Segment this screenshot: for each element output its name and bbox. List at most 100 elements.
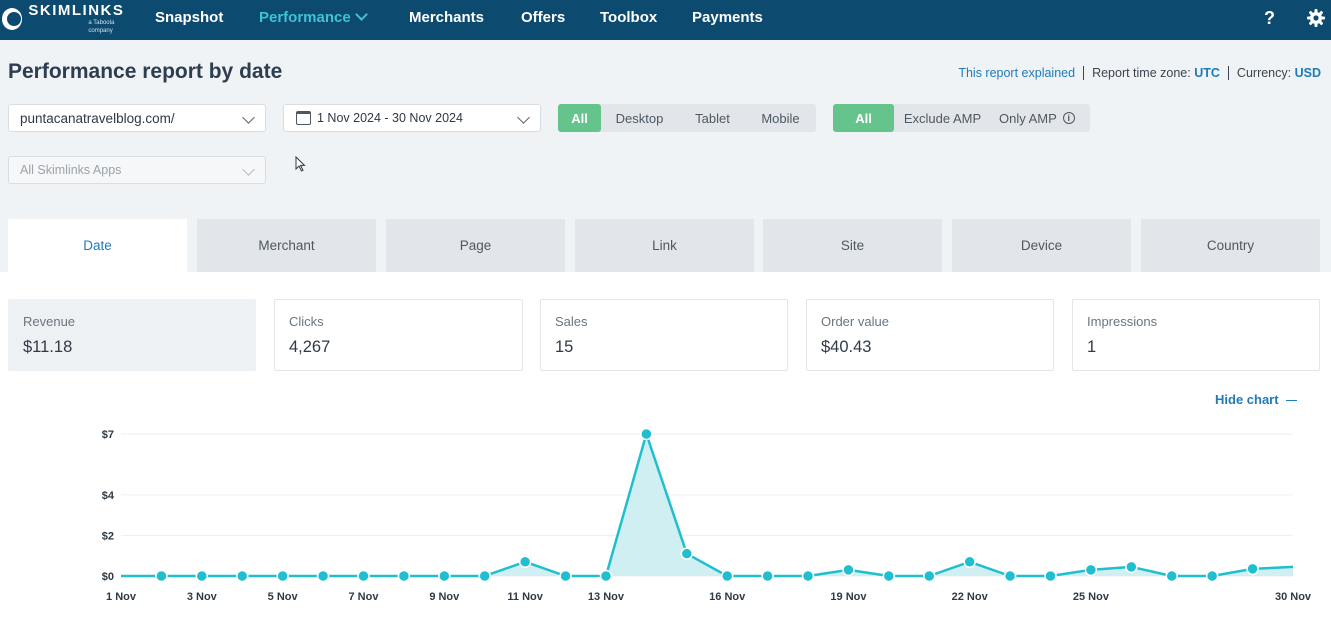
nav-merchants[interactable]: Merchants — [409, 9, 485, 26]
divider — [1227, 66, 1229, 80]
nav-performance[interactable]: Performance — [259, 8, 368, 27]
mouse-cursor-icon — [295, 156, 306, 172]
y-tick-label: $0 — [102, 571, 114, 583]
exclude-amp-button[interactable]: Exclude AMP — [903, 110, 982, 126]
data-point — [1205, 569, 1219, 583]
device-mobile-button[interactable]: Mobile — [761, 110, 800, 126]
hide-chart-button[interactable]: Hide chart — [1215, 392, 1297, 407]
y-tick-label: $7 — [102, 429, 114, 441]
tab-link[interactable]: Link — [575, 219, 754, 272]
hide-chart-label: Hide chart — [1215, 392, 1279, 407]
data-point — [963, 555, 976, 569]
logo-subtitle: a Taboola company — [88, 20, 115, 34]
data-point — [1165, 569, 1179, 583]
metric-label: Sales — [555, 314, 588, 329]
help-icon[interactable]: ? — [1264, 8, 1275, 28]
skimlinks-logo-icon — [2, 8, 23, 30]
apps-select-value: All Skimlinks Apps — [20, 163, 122, 177]
x-tick-label: 19 Nov — [830, 591, 867, 603]
data-point — [276, 569, 289, 583]
data-point — [357, 569, 370, 583]
data-point — [842, 563, 855, 577]
data-point — [155, 569, 168, 583]
data-point — [518, 555, 532, 569]
data-point — [680, 547, 694, 560]
data-point — [438, 569, 451, 583]
y-tick-label: $2 — [102, 530, 114, 542]
timezone-label: Report time zone: — [1092, 66, 1191, 80]
device-tablet-button[interactable]: Tablet — [695, 110, 730, 126]
metric-value: $40.43 — [821, 338, 872, 356]
nav-payments[interactable]: Payments — [692, 9, 763, 26]
metric-card-sales[interactable]: Sales 15 — [540, 299, 788, 371]
x-tick-label: 30 Nov — [1275, 591, 1312, 603]
device-filter: All Desktop Tablet Mobile — [558, 104, 816, 132]
report-meta: This report explained Report time zone: … — [958, 66, 1321, 80]
data-point — [882, 569, 896, 583]
x-tick-label: 16 Nov — [709, 591, 746, 603]
x-tick-label: 7 Nov — [348, 591, 379, 603]
calendar-icon — [296, 111, 311, 125]
tab-page[interactable]: Page — [386, 219, 565, 272]
revenue-chart: $0 $2 $4 $7 1 Nov 3 Nov 5 Nov 7 Nov 9 Nov 11 Nov 1… — [102, 427, 1312, 603]
gear-icon[interactable] — [1306, 8, 1326, 28]
data-point — [397, 569, 411, 583]
x-tick-label: 22 Nov — [952, 591, 989, 603]
domain-select[interactable]: puntacanatravelblog.com/ — [8, 104, 266, 132]
apps-select[interactable]: All Skimlinks Apps — [8, 156, 266, 184]
divider — [1083, 66, 1085, 80]
x-tick-label: 13 Nov — [588, 591, 625, 603]
currency-value: USD — [1294, 66, 1321, 80]
only-amp-button[interactable]: Only AMP i — [991, 104, 1088, 132]
x-tick-label: 5 Nov — [268, 591, 299, 603]
data-point — [235, 569, 249, 583]
timezone-value: UTC — [1194, 66, 1220, 80]
domain-select-value: puntacanatravelblog.com/ — [20, 110, 175, 126]
data-point — [1003, 569, 1017, 583]
data-point — [478, 569, 491, 583]
tab-date[interactable]: Date — [8, 219, 187, 272]
metric-card-impressions[interactable]: Impressions 1 — [1072, 299, 1320, 371]
metric-card-revenue[interactable]: Revenue $11.18 — [8, 299, 256, 371]
data-point — [1084, 563, 1098, 577]
nav-performance-label: Performance — [259, 9, 351, 26]
nav-offers[interactable]: Offers — [521, 9, 566, 26]
data-point — [720, 569, 734, 583]
data-point — [559, 569, 572, 583]
amp-all-button[interactable]: All — [833, 104, 894, 132]
x-tick-label: 25 Nov — [1073, 591, 1110, 603]
metric-value: 15 — [555, 338, 574, 356]
data-point — [1246, 562, 1259, 576]
tab-merchant[interactable]: Merchant — [197, 219, 376, 272]
data-point — [1125, 560, 1138, 574]
data-point — [761, 569, 774, 583]
page-title: Performance report by date — [8, 60, 283, 83]
info-icon[interactable]: i — [1062, 112, 1075, 124]
tab-device[interactable]: Device — [952, 219, 1131, 272]
data-point — [1044, 569, 1057, 583]
tab-site[interactable]: Site — [763, 219, 942, 272]
logo-name: SKIMLINKS — [28, 2, 125, 19]
x-tick-label: 3 Nov — [187, 591, 218, 603]
metric-card-clicks[interactable]: Clicks 4,267 — [274, 299, 523, 371]
nav-snapshot[interactable]: Snapshot — [155, 9, 224, 26]
nav-toolbox[interactable]: Toolbox — [600, 9, 658, 26]
tab-country[interactable]: Country — [1141, 219, 1320, 272]
data-point — [599, 569, 613, 583]
metric-label: Order value — [821, 314, 889, 329]
metric-card-order-value[interactable]: Order value $40.43 — [806, 299, 1054, 371]
device-all-button[interactable]: All — [558, 104, 601, 132]
skimlinks-logo[interactable]: SKIMLINKS a Taboola company — [2, 2, 132, 34]
x-tick-label: 11 Nov — [507, 591, 543, 603]
metric-value: 1 — [1087, 338, 1097, 356]
chevron-down-icon — [242, 111, 255, 124]
date-range-select[interactable]: 1 Nov 2024 - 30 Nov 2024 — [283, 104, 541, 132]
x-tick-label: 1 Nov — [106, 591, 137, 603]
metric-value: 4,267 — [289, 338, 331, 356]
data-point — [640, 427, 653, 441]
only-amp-label: Only AMP — [999, 110, 1057, 126]
device-desktop-button[interactable]: Desktop — [615, 110, 664, 126]
currency-label: Currency: — [1236, 66, 1292, 80]
data-point — [923, 569, 936, 583]
report-explained-link[interactable]: This report explained — [958, 66, 1076, 80]
